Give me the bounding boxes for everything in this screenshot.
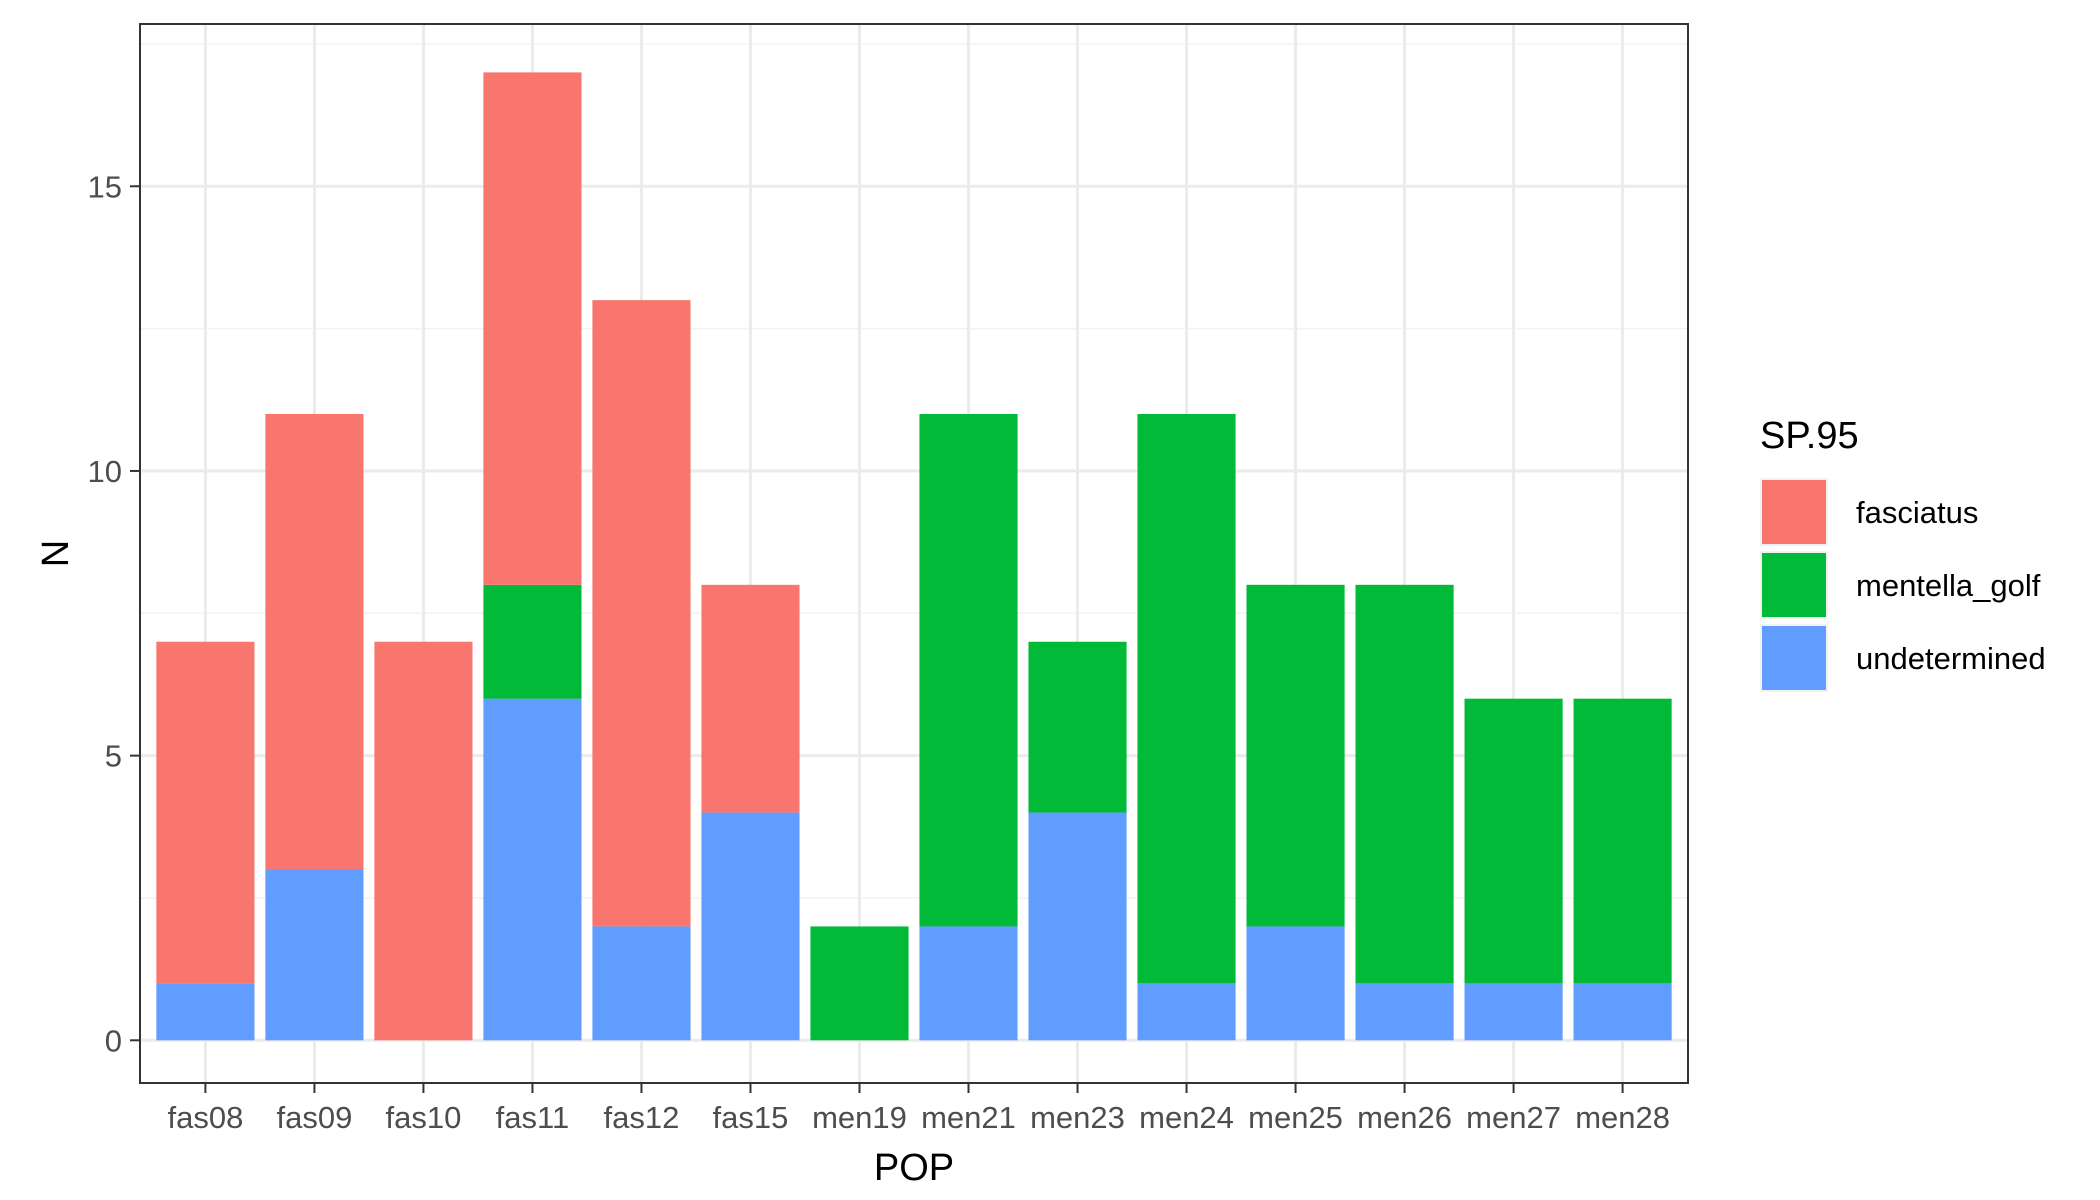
y-axis: 0 5 10 15: [88, 169, 140, 1058]
bar-fas09-fasciatus: [265, 414, 364, 870]
y-tick-label: 0: [105, 1023, 122, 1058]
y-tick-label: 15: [88, 169, 122, 204]
bar-fas08-fasciatus: [156, 641, 255, 984]
legend-label-undetermined: undetermined: [1856, 641, 2046, 676]
x-tick-label: men26: [1357, 1100, 1452, 1135]
bar-men27-mentella_golf: [1464, 698, 1563, 984]
bar-men28-undetermined: [1573, 983, 1672, 1041]
legend-swatch-fasciatus: [1762, 480, 1826, 544]
x-tick-label: men19: [812, 1100, 907, 1135]
bar-men23-mentella_golf: [1028, 641, 1127, 813]
x-axis: fas08 fas09 fas10 fas11 fas12 fas15 men19 men21…: [167, 1083, 1670, 1135]
legend-swatch-mentella_golf: [1762, 553, 1826, 617]
y-tick-label: 5: [105, 739, 122, 774]
bar-men25-undetermined: [1246, 926, 1345, 1041]
x-tick-label: fas09: [277, 1100, 353, 1135]
legend-label-fasciatus: fasciatus: [1856, 495, 1978, 530]
bar-men21-mentella_golf: [919, 414, 1018, 927]
bar-men26-undetermined: [1355, 983, 1454, 1041]
bar-fas11-fasciatus: [483, 72, 582, 585]
legend-swatch-undetermined: [1762, 626, 1826, 690]
bar-men28-mentella_golf: [1573, 698, 1672, 984]
legend: SP.95 fasciatus mentella_golf undetermined: [1760, 415, 2046, 692]
bar-men24-mentella_golf: [1137, 414, 1236, 984]
bar-fas10-fasciatus: [374, 641, 473, 1041]
x-tick-label: men27: [1466, 1100, 1561, 1135]
bar-men21-undetermined: [919, 926, 1018, 1041]
legend-title: SP.95: [1760, 415, 1859, 457]
x-tick-label: men23: [1030, 1100, 1125, 1135]
y-axis-label: N: [35, 540, 77, 567]
y-tick-label: 10: [88, 454, 122, 489]
x-tick-label: men24: [1139, 1100, 1234, 1135]
x-tick-label: fas15: [713, 1100, 789, 1135]
bar-men24-undetermined: [1137, 983, 1236, 1041]
bar-fas12-undetermined: [592, 926, 691, 1041]
bar-men26-mentella_golf: [1355, 584, 1454, 984]
bar-men19-mentella_golf: [810, 926, 909, 1041]
bar-men27-undetermined: [1464, 983, 1563, 1041]
x-tick-label: men28: [1575, 1100, 1670, 1135]
x-axis-label: POP: [874, 1147, 954, 1189]
bar-fas11-mentella_golf: [483, 584, 582, 699]
x-tick-label: fas10: [386, 1100, 462, 1135]
x-tick-label: fas12: [604, 1100, 680, 1135]
plot-panel-border: [139, 23, 1689, 1084]
bar-fas15-undetermined: [701, 812, 800, 1041]
bar-fas15-fasciatus: [701, 584, 800, 813]
bar-fas12-fasciatus: [592, 300, 691, 927]
x-tick-label: fas08: [167, 1100, 243, 1135]
x-tick-label: men21: [921, 1100, 1016, 1135]
bars-group: [156, 72, 1672, 1041]
bar-fas08-undetermined: [156, 983, 255, 1041]
bar-fas11-undetermined: [483, 698, 582, 1041]
bar-fas09-undetermined: [265, 869, 364, 1041]
bar-men23-undetermined: [1028, 812, 1127, 1041]
bar-men25-mentella_golf: [1246, 584, 1345, 927]
legend-label-mentella_golf: mentella_golf: [1856, 568, 2041, 603]
x-tick-label: men25: [1248, 1100, 1343, 1135]
x-tick-label: fas11: [496, 1100, 570, 1135]
